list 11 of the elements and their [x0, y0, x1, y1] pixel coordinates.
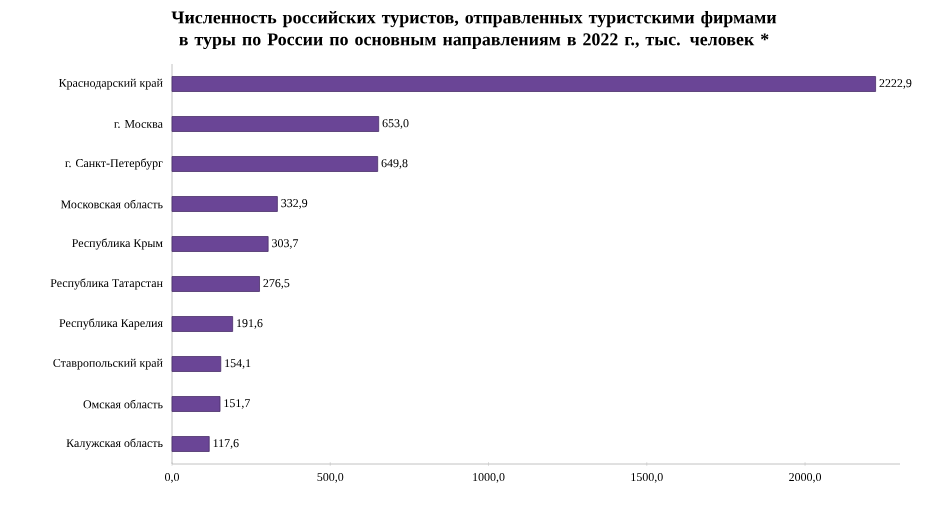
- bar: [171, 316, 234, 332]
- bar: [171, 156, 379, 172]
- bar: [171, 76, 876, 92]
- bar: [171, 396, 221, 412]
- bar: [171, 236, 269, 252]
- bar: [171, 116, 380, 132]
- bar: [171, 356, 222, 372]
- bar: [171, 276, 260, 292]
- chart-title: Численность российских туристов, отправленных туристскими фирмами в туры по России по основным направлениям в 2022 г., тыс. человек *: [171, 10, 777, 50]
- bar: [171, 436, 210, 452]
- bar: [171, 196, 278, 212]
